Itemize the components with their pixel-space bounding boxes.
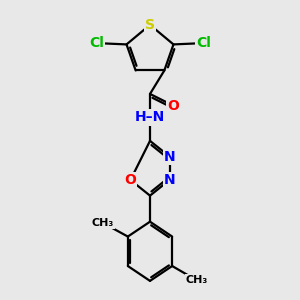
Text: S: S [145,18,155,32]
Text: Cl: Cl [196,36,211,50]
Text: CH₃: CH₃ [92,218,114,228]
Text: CH₃: CH₃ [186,275,208,285]
Text: Cl: Cl [89,36,104,50]
Text: O: O [167,99,179,113]
Text: O: O [124,173,136,187]
Text: N: N [164,149,176,164]
Text: N: N [164,173,176,187]
Text: H–N: H–N [135,110,165,124]
